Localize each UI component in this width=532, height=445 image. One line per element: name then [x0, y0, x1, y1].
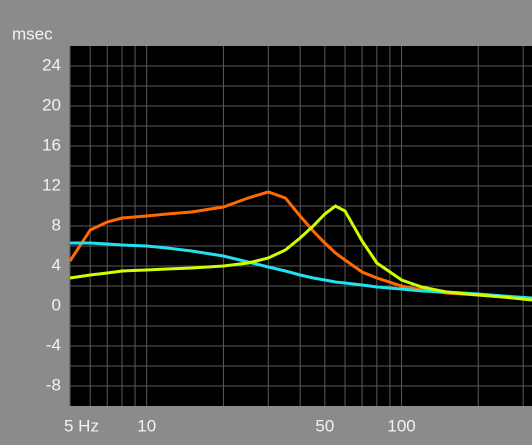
y-tick-label: -4	[46, 335, 61, 354]
series-line	[69, 204, 532, 302]
y-tick-label: -8	[46, 375, 61, 394]
y-tick-label: 16	[42, 135, 61, 154]
grid	[69, 46, 532, 406]
x-tick-label: 100	[387, 416, 415, 435]
lines	[68, 190, 532, 302]
y-tick-label: 20	[42, 95, 61, 114]
y-tick-label: 8	[52, 215, 61, 234]
x-tick-label: 10	[137, 416, 156, 435]
series-line	[70, 241, 532, 300]
x-tick-label: 50	[315, 416, 334, 435]
y-tick-label: 4	[52, 255, 61, 274]
y-tick-label: 12	[42, 175, 61, 194]
y-axis-label: msec	[12, 24, 53, 43]
y-tick-label: 24	[42, 55, 61, 74]
y-tick-label: 0	[52, 295, 61, 314]
x-tick-label: 5 Hz	[64, 416, 99, 435]
